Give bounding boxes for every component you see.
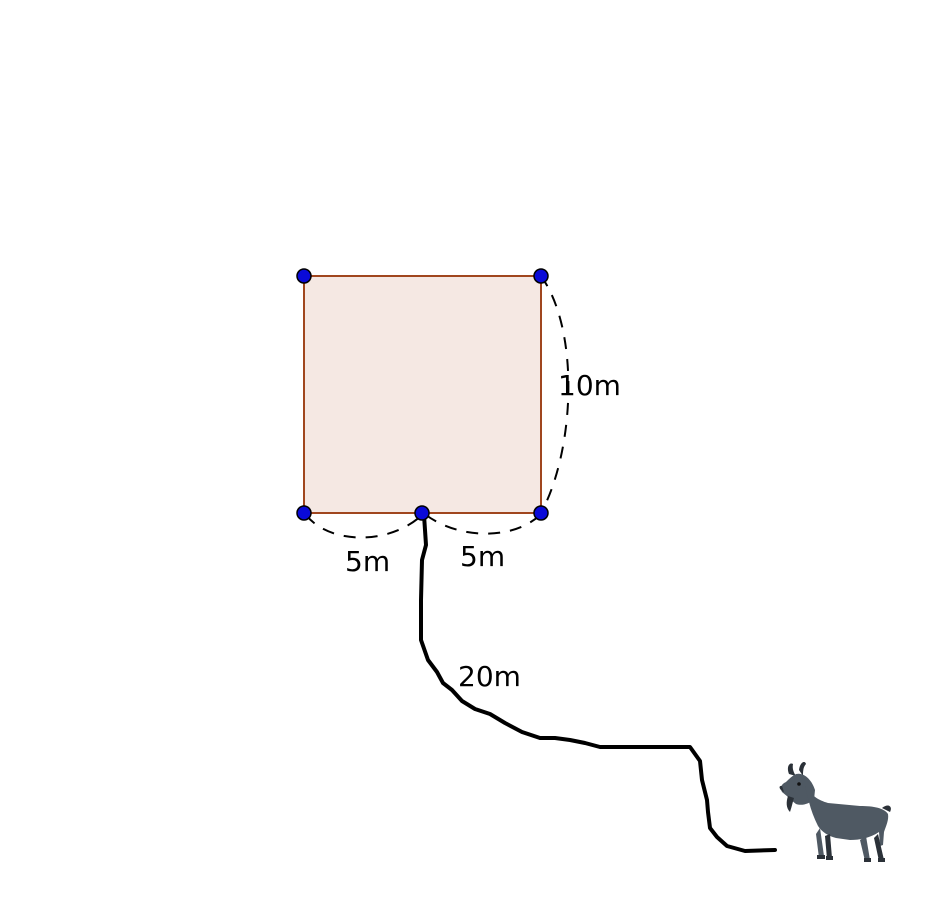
label-bottom-left: 5m (345, 545, 390, 578)
rope (419, 513, 777, 853)
shed-square (303, 275, 542, 514)
dashed-arc-right-side (540, 275, 570, 514)
label-bottom-right: 5m (460, 540, 505, 573)
vertex-bottom-left (296, 505, 312, 521)
vertex-bottom-right (533, 505, 549, 521)
vertex-top-left (296, 268, 312, 284)
label-rope-length: 20m (458, 660, 521, 693)
label-side-right: 10m (558, 369, 621, 402)
vertex-tether-point (414, 505, 430, 521)
goat-icon (779, 762, 891, 862)
dashed-arc-bottom-right (425, 513, 542, 535)
vertex-top-right (533, 268, 549, 284)
dashed-arc-bottom-left (305, 514, 423, 539)
